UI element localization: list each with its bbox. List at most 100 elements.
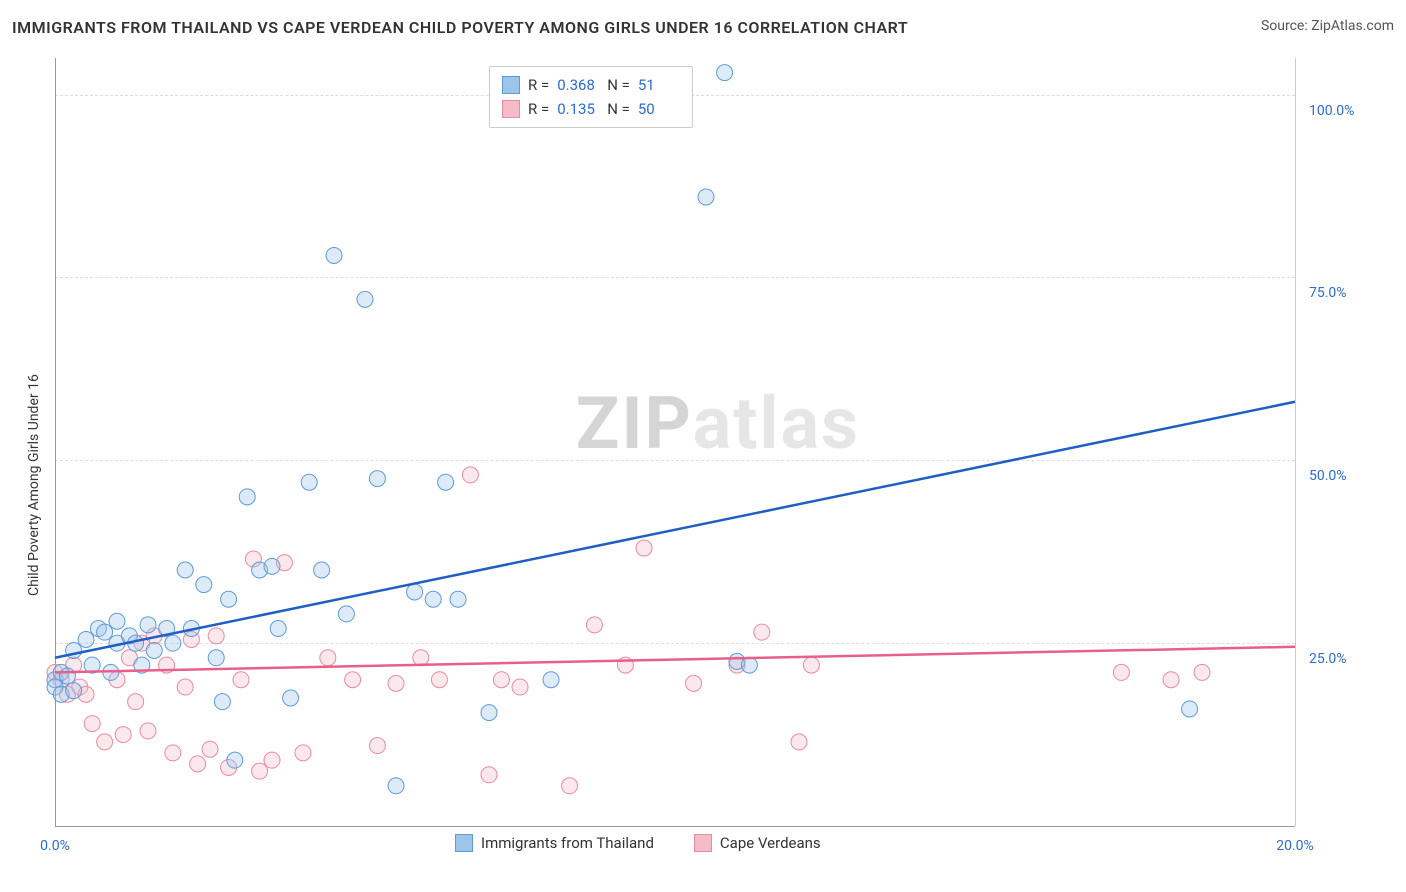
scatter-point-thailand bbox=[314, 562, 330, 578]
scatter-point-thailand bbox=[264, 558, 280, 574]
scatter-point-thailand bbox=[1182, 701, 1198, 717]
scatter-point-capeverdean bbox=[1194, 664, 1210, 680]
scatter-point-thailand bbox=[109, 613, 125, 629]
x-tick-label: 20.0% bbox=[1276, 838, 1314, 854]
scatter-svg bbox=[55, 58, 1295, 826]
scatter-point-capeverdean bbox=[462, 467, 478, 483]
scatter-point-capeverdean bbox=[345, 672, 361, 688]
scatter-point-capeverdean bbox=[431, 672, 447, 688]
scatter-point-capeverdean bbox=[140, 723, 156, 739]
y-axis-label: Child Poverty Among Girls Under 16 bbox=[26, 374, 42, 596]
scatter-point-capeverdean bbox=[636, 540, 652, 556]
scatter-point-capeverdean bbox=[202, 741, 218, 757]
stat-r-label: R = bbox=[528, 73, 549, 97]
scatter-point-thailand bbox=[438, 474, 454, 490]
scatter-point-capeverdean bbox=[586, 617, 602, 633]
stats-row-thailand: R = 0.368 N = 51 bbox=[502, 73, 680, 97]
scatter-point-thailand bbox=[59, 668, 75, 684]
scatter-point-thailand bbox=[481, 705, 497, 721]
scatter-point-thailand bbox=[326, 247, 342, 263]
scatter-point-thailand bbox=[283, 690, 299, 706]
scatter-point-capeverdean bbox=[84, 716, 100, 732]
stat-r-value: 0.368 bbox=[557, 73, 599, 97]
scatter-point-thailand bbox=[78, 631, 94, 647]
swatch-icon bbox=[694, 834, 712, 852]
trendline-thailand bbox=[55, 402, 1295, 658]
stat-n-value: 51 bbox=[638, 73, 680, 97]
scatter-point-capeverdean bbox=[295, 745, 311, 761]
y-tick-label: 25.0% bbox=[1309, 651, 1347, 667]
scatter-point-capeverdean bbox=[128, 694, 144, 710]
chart-title: IMMIGRANTS FROM THAILAND VS CAPE VERDEAN… bbox=[12, 18, 908, 37]
scatter-point-thailand bbox=[388, 778, 404, 794]
scatter-point-thailand bbox=[239, 489, 255, 505]
scatter-point-capeverdean bbox=[754, 624, 770, 640]
scatter-point-capeverdean bbox=[803, 657, 819, 673]
stats-row-capeverdean: R =0.135N =50 bbox=[502, 97, 680, 121]
y-tick-label: 100.0% bbox=[1309, 103, 1354, 119]
legend-label: Immigrants from Thailand bbox=[481, 834, 654, 852]
scatter-point-capeverdean bbox=[562, 778, 578, 794]
stat-n-label: N = bbox=[607, 73, 630, 97]
scatter-point-thailand bbox=[66, 683, 82, 699]
scatter-point-thailand bbox=[741, 657, 757, 673]
scatter-point-capeverdean bbox=[413, 650, 429, 666]
scatter-point-capeverdean bbox=[208, 628, 224, 644]
scatter-point-capeverdean bbox=[190, 756, 206, 772]
scatter-point-capeverdean bbox=[791, 734, 807, 750]
legend-item-thailand: Immigrants from Thailand bbox=[455, 834, 654, 852]
scatter-point-capeverdean bbox=[388, 675, 404, 691]
scatter-point-thailand bbox=[165, 635, 181, 651]
y-tick-label: 75.0% bbox=[1309, 285, 1347, 301]
scatter-point-capeverdean bbox=[165, 745, 181, 761]
axis-right bbox=[1295, 58, 1296, 826]
scatter-point-thailand bbox=[543, 672, 559, 688]
scatter-point-capeverdean bbox=[1113, 664, 1129, 680]
scatter-point-capeverdean bbox=[233, 672, 249, 688]
scatter-point-thailand bbox=[301, 474, 317, 490]
plot-area: 25.0%50.0%75.0%100.0%0.0%20.0%ZIPatlasR … bbox=[55, 58, 1295, 826]
scatter-point-thailand bbox=[270, 621, 286, 637]
scatter-point-thailand bbox=[214, 694, 230, 710]
swatch-icon bbox=[502, 100, 520, 118]
axis-bottom bbox=[55, 826, 1295, 827]
scatter-point-capeverdean bbox=[252, 763, 268, 779]
scatter-point-thailand bbox=[357, 291, 373, 307]
scatter-point-thailand bbox=[208, 650, 224, 666]
x-tick-label: 0.0% bbox=[40, 838, 70, 854]
series-legend: Immigrants from Thailand Cape Verdeans bbox=[455, 834, 821, 852]
scatter-point-capeverdean bbox=[493, 672, 509, 688]
scatter-point-capeverdean bbox=[369, 738, 385, 754]
swatch-icon bbox=[502, 76, 520, 94]
legend-label: Cape Verdeans bbox=[720, 834, 821, 852]
scatter-point-thailand bbox=[221, 591, 237, 607]
scatter-point-thailand bbox=[407, 584, 423, 600]
scatter-point-capeverdean bbox=[1163, 672, 1179, 688]
scatter-point-capeverdean bbox=[512, 679, 528, 695]
stat-n-label: N = bbox=[607, 97, 630, 121]
scatter-point-capeverdean bbox=[97, 734, 113, 750]
scatter-point-thailand bbox=[177, 562, 193, 578]
swatch-icon bbox=[455, 834, 473, 852]
stat-r-label: R = bbox=[528, 97, 549, 121]
scatter-point-capeverdean bbox=[320, 650, 336, 666]
y-tick-label: 50.0% bbox=[1309, 468, 1347, 484]
scatter-point-capeverdean bbox=[115, 727, 131, 743]
legend-item-capeverdean: Cape Verdeans bbox=[694, 834, 821, 852]
scatter-point-thailand bbox=[140, 617, 156, 633]
scatter-point-thailand bbox=[196, 577, 212, 593]
scatter-point-thailand bbox=[146, 642, 162, 658]
scatter-point-thailand bbox=[338, 606, 354, 622]
scatter-point-thailand bbox=[97, 624, 113, 640]
scatter-point-capeverdean bbox=[686, 675, 702, 691]
scatter-point-thailand bbox=[369, 471, 385, 487]
scatter-point-thailand bbox=[227, 752, 243, 768]
stats-legend: R =0.368N =51R =0.135N =50 bbox=[489, 66, 693, 128]
scatter-point-thailand bbox=[698, 189, 714, 205]
source-label: Source: ZipAtlas.com bbox=[1261, 18, 1394, 34]
trendline-capeverdean bbox=[55, 647, 1295, 673]
scatter-point-capeverdean bbox=[177, 679, 193, 695]
stat-r-value: 0.135 bbox=[557, 97, 599, 121]
scatter-point-capeverdean bbox=[264, 752, 280, 768]
scatter-point-thailand bbox=[717, 65, 733, 81]
